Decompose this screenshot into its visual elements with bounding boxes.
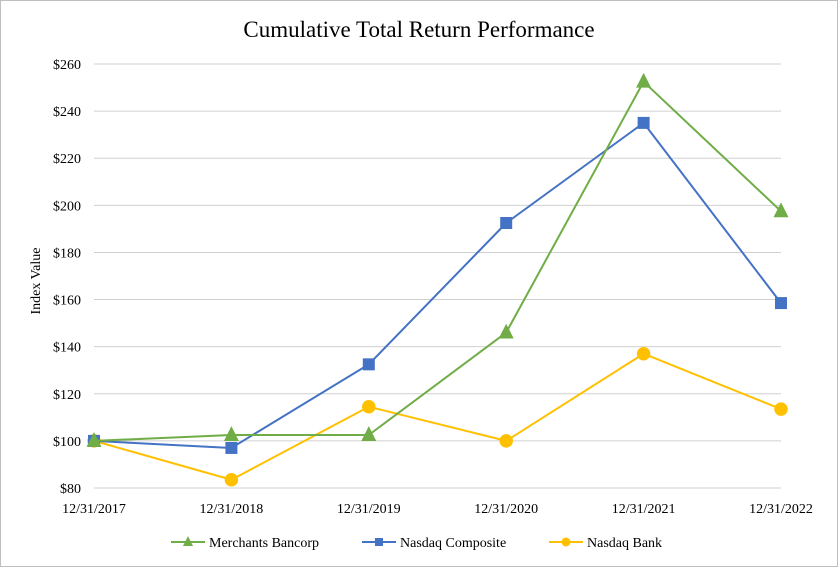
data-point-circle — [636, 346, 651, 361]
data-point-square — [775, 297, 787, 310]
y-tick-label: $220 — [53, 152, 81, 167]
data-point-circle — [362, 399, 376, 414]
gridlines — [94, 63, 781, 489]
y-tick-label: $140 — [53, 341, 81, 356]
series-merchants-bancorp — [86, 72, 789, 447]
data-point-square — [637, 116, 650, 129]
legend-marker-triangle — [183, 536, 193, 546]
data-point-triangle — [361, 426, 377, 441]
y-tick-label: $180 — [53, 246, 81, 261]
series-line — [93, 121, 782, 449]
y-tick-label: $80 — [60, 482, 81, 497]
series-line — [93, 80, 782, 442]
y-tick-label: $120 — [53, 388, 81, 403]
data-point-square — [225, 441, 238, 454]
x-tick-label: 12/31/2019 — [337, 502, 401, 517]
chart-title: Cumulative Total Return Performance — [243, 17, 594, 42]
data-point-triangle — [498, 323, 514, 339]
x-tick-labels: 12/31/2017 12/31/2018 12/31/2019 12/31/2020… — [62, 502, 813, 517]
legend-label: Merchants Bancorp — [209, 536, 319, 551]
y-axis-label: Index Value — [29, 248, 44, 315]
x-tick-label: 12/31/2021 — [612, 502, 676, 517]
y-tick-label: $240 — [53, 105, 81, 120]
series-nasdaq-bank — [87, 346, 788, 487]
x-tick-label: 12/31/2022 — [749, 502, 813, 517]
y-tick-label: $100 — [53, 435, 81, 450]
y-tick-label: $260 — [53, 58, 81, 73]
y-tick-label: $160 — [53, 294, 81, 309]
legend-entry: Merchants Bancorp — [171, 536, 319, 551]
data-point-triangle — [636, 72, 652, 88]
data-point-circle — [774, 402, 788, 416]
series-nasdaq-composite — [88, 116, 787, 454]
legend-marker-square — [375, 538, 383, 546]
data-point-square — [362, 358, 375, 371]
data-point-triangle — [86, 432, 102, 447]
data-point-circle — [499, 434, 513, 448]
data-point-triangle — [223, 426, 239, 441]
legend-entry: Nasdaq Composite — [362, 536, 506, 551]
data-point-triangle — [773, 202, 789, 218]
legend: Merchants Bancorp Nasdaq Composite Nasdaq … — [171, 536, 662, 551]
y-tick-label: $200 — [53, 199, 81, 214]
legend-label: Nasdaq Composite — [400, 536, 506, 551]
data-point-circle — [224, 473, 239, 487]
series-lines — [86, 72, 789, 487]
legend-marker-circle — [561, 537, 571, 547]
y-tick-labels: $80 $100 $120 $140 $160 $180 $200 $220 $240 $260 — [53, 58, 81, 497]
data-point-square — [500, 217, 513, 229]
x-tick-label: 12/31/2020 — [474, 502, 538, 517]
series-line — [93, 352, 782, 481]
x-tick-label: 12/31/2018 — [200, 502, 264, 517]
legend-entry: Nasdaq Bank — [549, 536, 662, 551]
legend-label: Nasdaq Bank — [587, 536, 662, 551]
x-tick-label: 12/31/2017 — [62, 502, 126, 517]
